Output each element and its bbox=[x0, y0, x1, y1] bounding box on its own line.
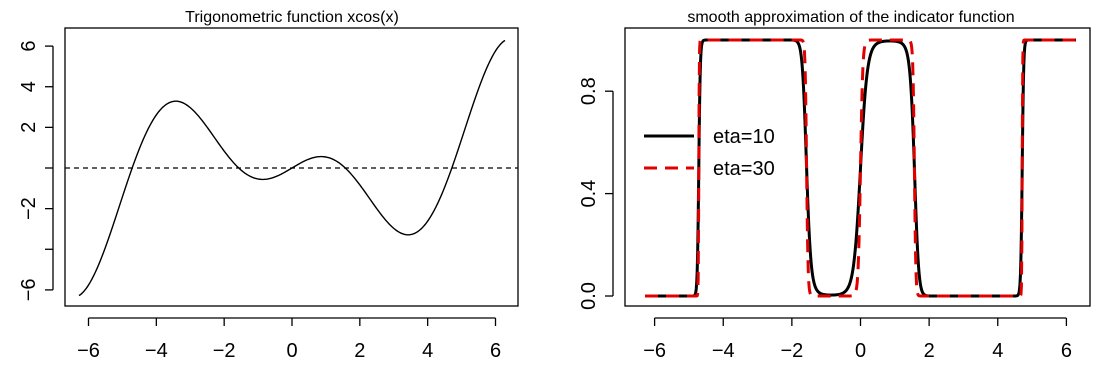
legend: eta=10 eta=30 bbox=[644, 126, 775, 180]
x-tick-label: 6 bbox=[1061, 340, 1072, 362]
y-tick-label: 0.8 bbox=[578, 77, 600, 105]
plot-frame bbox=[624, 27, 1091, 307]
x-tick-label: 4 bbox=[992, 340, 1003, 362]
series-line-eta-10 bbox=[645, 38, 1076, 298]
x-tick-label: −2 bbox=[213, 340, 236, 362]
series-line-eta-30 bbox=[645, 38, 1076, 298]
y-tick-label: 6 bbox=[18, 41, 40, 52]
y-tick-label: 2 bbox=[18, 122, 40, 133]
x-tick-label: −6 bbox=[643, 340, 666, 362]
chart-xcos: Trigonometric function xcos(x) −6 −4 −2 0 2 4… bbox=[18, 9, 519, 362]
y-tick-label: −2 bbox=[18, 197, 40, 220]
y-tick-label: 0.4 bbox=[578, 180, 600, 208]
x-tick-label: 0 bbox=[855, 340, 866, 362]
chart-title: Trigonometric function xcos(x) bbox=[185, 9, 399, 26]
x-tick-label: −6 bbox=[77, 340, 100, 362]
y-axis: −6 −2 2 4 6 bbox=[18, 41, 54, 301]
x-axis: −6 −4 −2 0 2 4 6 bbox=[77, 317, 501, 362]
x-tick-label: −4 bbox=[145, 340, 168, 362]
x-tick-label: 6 bbox=[490, 340, 501, 362]
y-axis: 0.0 0.4 0.8 bbox=[578, 77, 614, 310]
plot-frame bbox=[64, 27, 519, 307]
x-tick-label: −2 bbox=[780, 340, 803, 362]
x-tick-label: 0 bbox=[286, 340, 297, 362]
y-tick-label: 4 bbox=[18, 81, 40, 92]
y-tick-label: −6 bbox=[18, 278, 40, 301]
chart-indicator: smooth approximation of the indicator fu… bbox=[578, 9, 1091, 362]
x-tick-label: 4 bbox=[422, 340, 433, 362]
chart-title: smooth approximation of the indicator fu… bbox=[687, 9, 1014, 26]
legend-label-eta-30: eta=30 bbox=[713, 158, 775, 180]
x-tick-label: 2 bbox=[354, 340, 365, 362]
y-tick-label: 0.0 bbox=[578, 282, 600, 310]
legend-label-eta-10: eta=10 bbox=[713, 126, 775, 148]
x-tick-label: 2 bbox=[924, 340, 935, 362]
x-tick-label: −4 bbox=[712, 340, 735, 362]
series-line-xcos bbox=[78, 39, 506, 297]
x-axis: −6 −4 −2 0 2 4 6 bbox=[643, 317, 1072, 362]
